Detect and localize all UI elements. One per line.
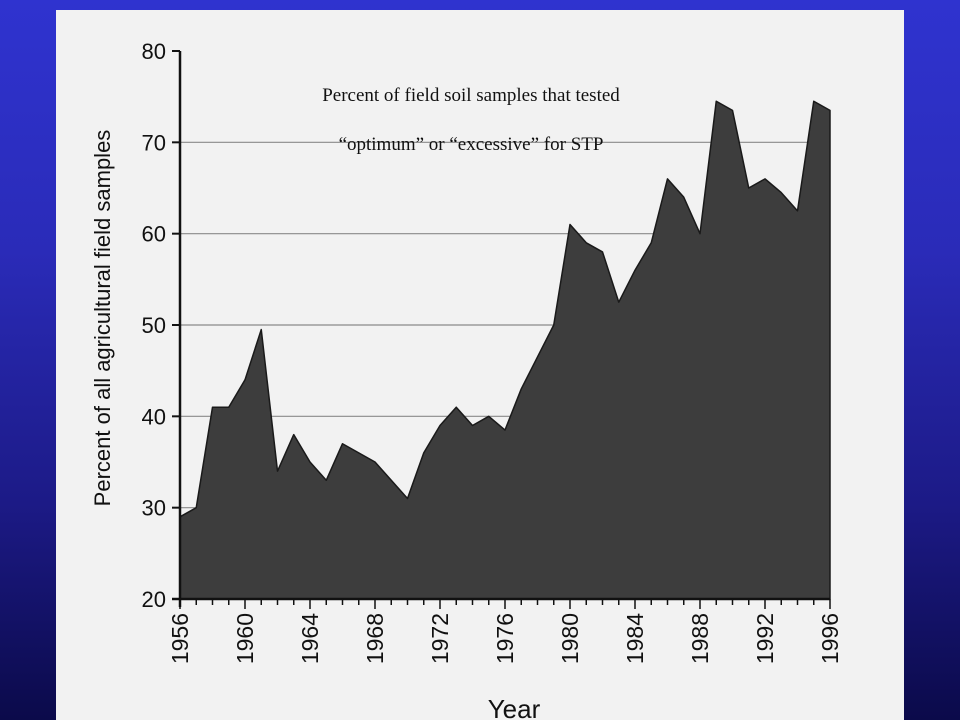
y-axis-label: Percent of all agricultural field sample… <box>90 130 115 507</box>
y-tick-labels: 20 30 40 50 60 70 80 <box>142 39 180 612</box>
y-tick-label: 20 <box>142 587 166 612</box>
y-tick-label: 60 <box>142 222 166 247</box>
y-tick-label: 30 <box>142 496 166 521</box>
y-tick-label: 40 <box>142 404 166 429</box>
x-tick-label: 1988 <box>687 613 713 664</box>
y-tick-label: 70 <box>142 130 166 155</box>
chart-title-line-2: “optimum” or “excessive” for STP <box>338 134 604 155</box>
x-tick-label: 1976 <box>492 613 518 664</box>
x-tick-label: 1968 <box>362 613 388 664</box>
x-axis-label: Year <box>488 694 541 720</box>
x-tick-label: 1956 <box>167 613 193 664</box>
x-tick-label: 1964 <box>297 613 323 664</box>
chart-title-line-1: Percent of field soil samples that teste… <box>322 85 620 106</box>
x-tick-label: 1960 <box>232 613 258 664</box>
x-tick-label: 1992 <box>752 613 778 664</box>
axes <box>172 51 830 607</box>
x-tick-label: 1984 <box>622 613 648 664</box>
y-tick-label: 50 <box>142 313 166 338</box>
data-area <box>179 100 831 600</box>
x-tick-label: 1972 <box>427 613 453 664</box>
chart-panel: 20 30 40 50 60 70 80 1956 1960 1964 1968 1972 1976 1… <box>56 10 904 720</box>
x-tick-labels: 1956 1960 1964 1968 1972 1976 1980 1984 1988 1992… <box>167 599 843 664</box>
area-series <box>179 100 831 600</box>
y-tick-label: 80 <box>142 39 166 64</box>
x-tick-label: 1996 <box>817 613 843 664</box>
x-tick-label: 1980 <box>557 613 583 664</box>
